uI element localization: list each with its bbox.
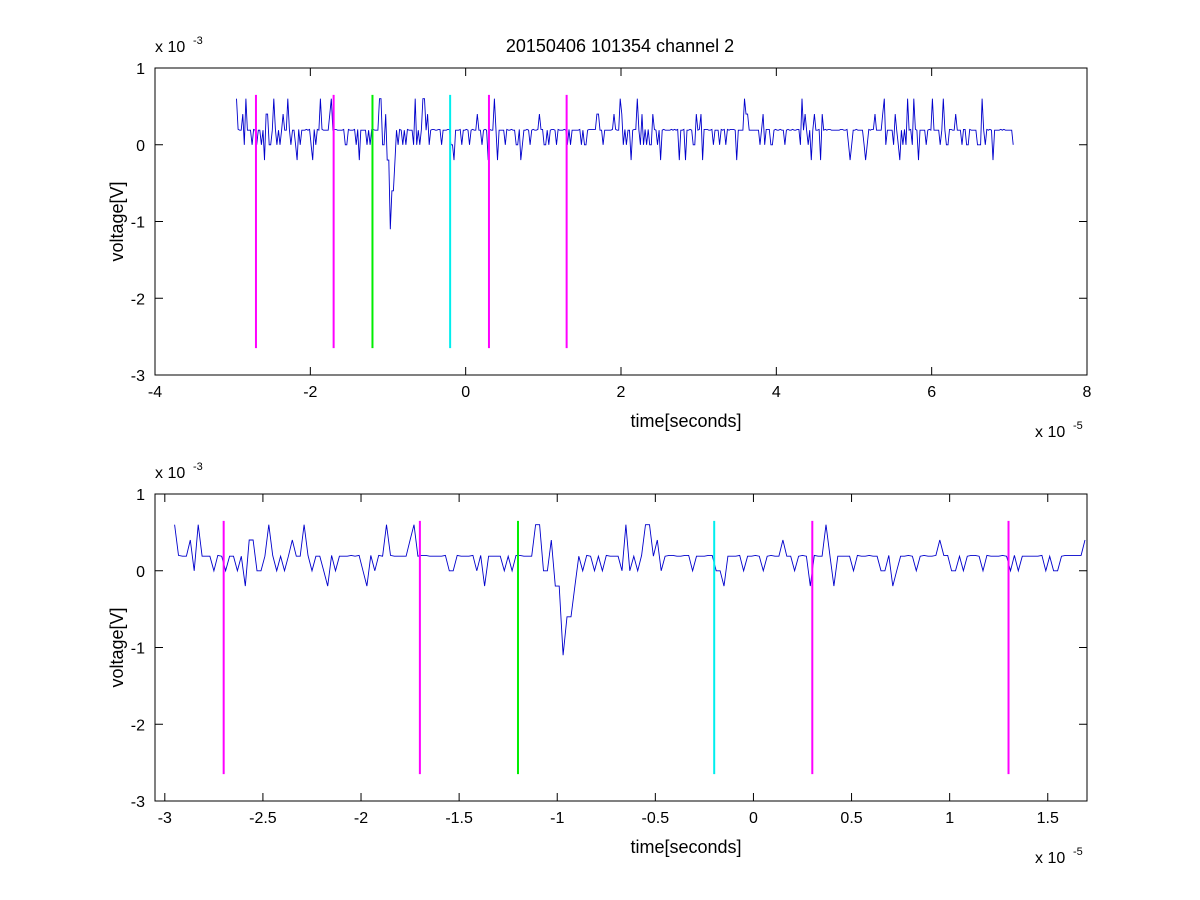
axes-frame xyxy=(154,493,1088,802)
y-exponent-power: -3 xyxy=(193,35,203,47)
chart-title: 20150406 101354 channel 2 xyxy=(506,36,734,56)
x-tick-label: 8 xyxy=(1083,384,1092,401)
x-tick-label: -1.5 xyxy=(445,810,473,827)
y-exponent-label: x 10 xyxy=(155,465,185,482)
x-tick-label: -3 xyxy=(158,810,172,827)
x-tick-label: -2 xyxy=(354,810,368,827)
y-tick-label: 1 xyxy=(136,61,145,78)
y-tick-label: -3 xyxy=(131,794,145,811)
bottom-panel: -3 -2.5 -2 -1.5 -1 -0.5 0 0.5 1 1.5 -3 -2 -1 0 1 time[s… xyxy=(107,461,1088,867)
x-tick-label: -4 xyxy=(148,384,162,401)
y-exponent-power: -3 xyxy=(193,461,203,473)
x-tick-label: 6 xyxy=(927,384,936,401)
y-tick-label: 0 xyxy=(136,564,145,581)
x-exponent-power: -5 xyxy=(1073,420,1083,432)
y-tick-label: -1 xyxy=(131,215,145,232)
x-tick-label: 4 xyxy=(772,384,781,401)
y-tick-label: -1 xyxy=(131,641,145,658)
x-tick-label: 2 xyxy=(617,384,626,401)
x-tick-label: 1 xyxy=(945,810,954,827)
x-axis-label: time[seconds] xyxy=(630,411,741,431)
x-tick-label: -2.5 xyxy=(249,810,277,827)
x-tick-label: 0.5 xyxy=(840,810,862,827)
y-tick-label: 0 xyxy=(136,138,145,155)
x-tick-label: -1 xyxy=(550,810,564,827)
x-axis-label: time[seconds] xyxy=(630,837,741,857)
signal-trace xyxy=(174,524,1086,656)
x-tick-label: 0 xyxy=(749,810,758,827)
top-panel: -4 -2 0 2 4 6 8 -3 -2 -1 0 1 time[seconds] voltage[V]… xyxy=(107,35,1092,441)
x-tick-label: 0 xyxy=(461,384,470,401)
y-tick-label: -2 xyxy=(131,717,145,734)
x-exponent-label: x 10 xyxy=(1035,850,1065,867)
y-axis-label: voltage[V] xyxy=(107,607,127,687)
x-tick-label: -2 xyxy=(303,384,317,401)
y-tick-label: -2 xyxy=(131,291,145,308)
x-tick-label: -0.5 xyxy=(642,810,670,827)
y-axis-label: voltage[V] xyxy=(107,181,127,261)
signal-trace xyxy=(236,98,1014,230)
y-tick-label: 1 xyxy=(136,487,145,504)
x-tick-label: 1.5 xyxy=(1037,810,1059,827)
axes-frame xyxy=(154,67,1088,376)
x-exponent-label: x 10 xyxy=(1035,424,1065,441)
x-exponent-power: -5 xyxy=(1073,846,1083,858)
y-tick-label: -3 xyxy=(131,368,145,385)
y-exponent-label: x 10 xyxy=(155,39,185,56)
